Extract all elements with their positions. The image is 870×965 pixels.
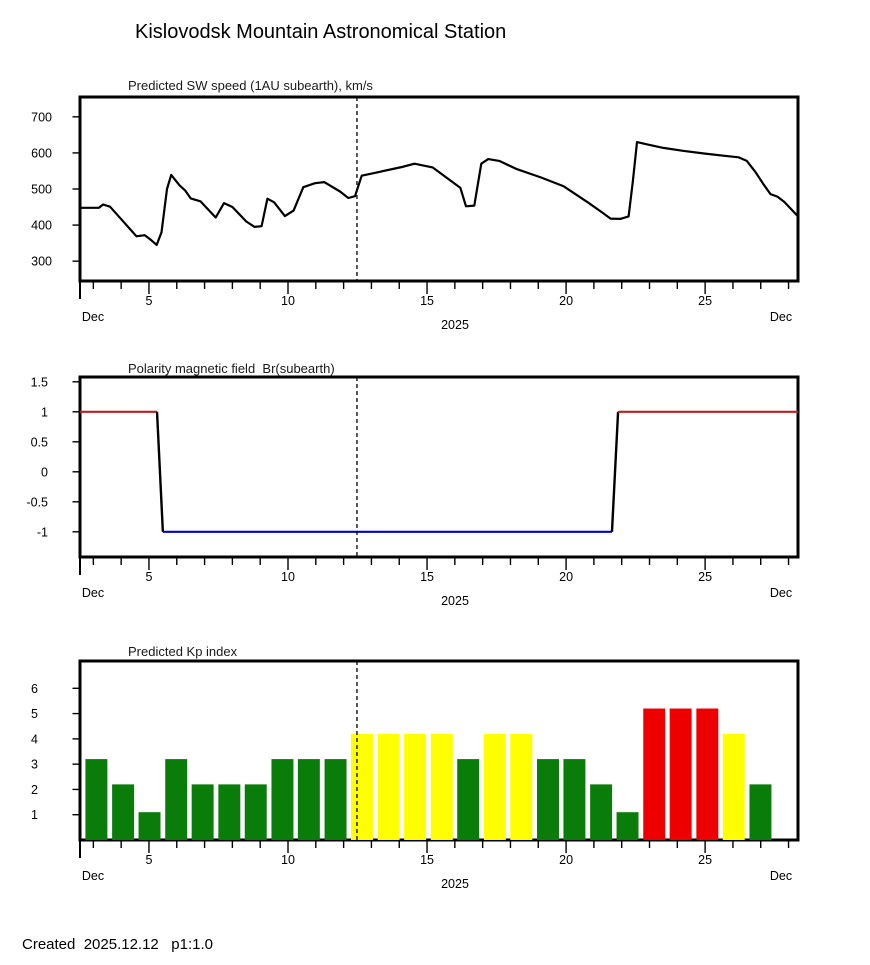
x-tick-label: 20 [559,570,573,584]
x-tick-label: 10 [281,853,295,867]
kp-bar-quiet [191,784,214,840]
kp-bar-active [430,733,453,840]
y-tick-label: 0.5 [31,435,48,449]
month-label-left: Dec [82,869,104,883]
month-label-left: Dec [82,586,104,600]
kp-bar-quiet [218,784,241,840]
x-tick-label: 5 [145,570,152,584]
year-label: 2025 [441,318,469,332]
kp-bar-quiet [112,784,135,840]
kp-bar-quiet [297,759,320,840]
x-tick-label: 10 [281,570,295,584]
y-tick-label: -1 [37,525,48,539]
x-tick-label: 20 [559,853,573,867]
kp-bar-storm [643,708,666,840]
y-tick-label: 4 [31,732,38,746]
x-tick-label: 20 [559,294,573,308]
x-tick-label: 25 [698,853,712,867]
kp-bar-quiet [457,759,480,840]
kp-bar-quiet [590,784,613,840]
kp-bar-quiet [616,812,639,840]
month-label-right: Dec [770,310,792,324]
y-tick-label: 400 [31,219,52,233]
month-label-left: Dec [82,310,104,324]
y-tick-label: 1 [41,405,48,419]
kp-bar-active [377,733,400,840]
kp-bar-active [722,733,745,840]
plot-frame [78,95,800,283]
kp-bar-quiet [165,759,188,840]
month-label-right: Dec [770,586,792,600]
page-title: Kislovodsk Mountain Astronomical Station [135,21,507,43]
panel-sw-speed: Predicted SW speed (1AU subearth), km/s … [0,0,870,335]
panel-title-polarity: Polarity magnetic field Br(subearth) [128,361,335,376]
y-tick-label: 5 [31,707,38,721]
y-tick-label: 500 [31,183,52,197]
y-tick-label: 300 [31,255,52,269]
polarity-transition [610,411,620,532]
kp-bar-active [483,733,506,840]
panel-title-kp-index: Predicted Kp index [128,644,238,659]
x-tick-label: 25 [698,294,712,308]
year-label: 2025 [441,594,469,608]
kp-bar-quiet [244,784,267,840]
x-tick-label: 15 [420,294,434,308]
x-tick-label: 15 [420,853,434,867]
kp-bar-quiet [324,759,347,840]
y-tick-label: -0.5 [26,495,48,509]
plot-frame [78,375,800,559]
polarity-transition [155,411,165,532]
kp-bar-active [404,733,427,840]
kp-bar-quiet [85,759,108,840]
kp-bar-quiet [271,759,294,840]
kp-bar-storm [669,708,692,840]
y-tick-label: 6 [31,682,38,696]
panel-title-sw-speed: Predicted SW speed (1AU subearth), km/s [128,78,373,93]
year-label: 2025 [441,877,469,891]
x-tick-label: 5 [145,294,152,308]
footer-created: Created 2025.12.12 p1:1.0 [22,936,213,953]
y-tick-label: 600 [31,146,52,160]
y-tick-label: 2 [31,783,38,797]
x-tick-label: 25 [698,570,712,584]
y-tick-label: 700 [31,110,52,124]
kp-bar-active [510,733,533,840]
y-tick-label: 1.5 [31,375,48,389]
x-tick-label: 5 [145,853,152,867]
x-tick-label: 10 [281,294,295,308]
y-tick-label: 3 [31,758,38,772]
kp-bar-quiet [563,759,586,840]
y-tick-label: 1 [31,808,38,822]
kp-bar-quiet [537,759,559,840]
kp-bar-active [350,733,373,840]
x-tick-label: 15 [420,570,434,584]
month-label-right: Dec [770,869,792,883]
y-tick-label: 0 [41,465,48,479]
kp-bar-quiet [138,812,161,840]
kp-bar-storm [696,708,719,840]
kp-bar-quiet [749,784,772,840]
sw-speed-line [78,140,800,246]
